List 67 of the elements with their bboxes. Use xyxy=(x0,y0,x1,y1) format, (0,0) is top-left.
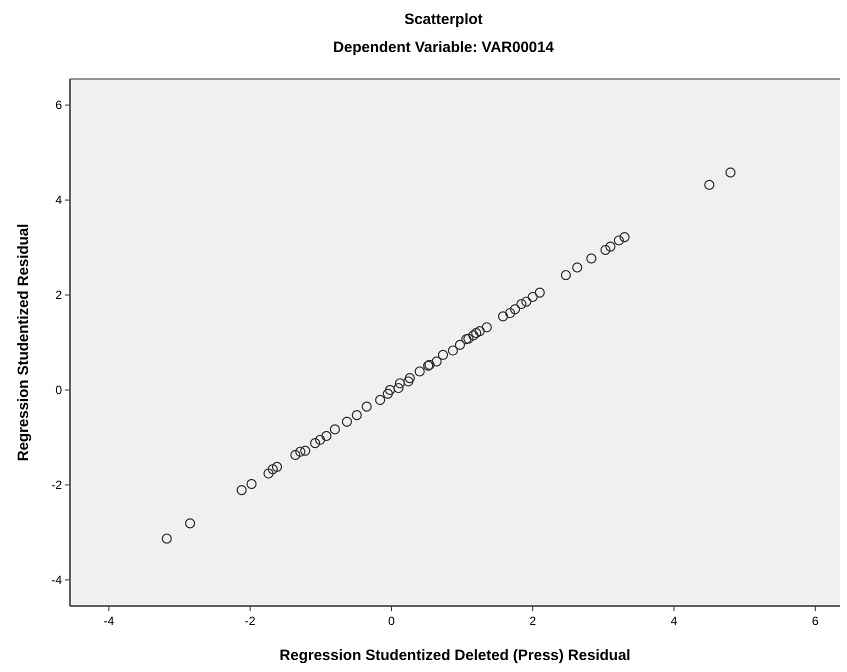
point xyxy=(468,330,478,340)
point xyxy=(614,235,624,246)
point xyxy=(461,334,472,344)
point xyxy=(586,253,596,264)
point xyxy=(382,388,393,399)
point xyxy=(403,376,414,387)
point xyxy=(290,450,300,460)
point xyxy=(162,533,172,544)
point xyxy=(393,382,404,394)
point xyxy=(414,366,425,377)
point xyxy=(560,270,572,280)
point xyxy=(321,430,332,442)
chart-subtitle: Dependent Variable: VAR00014 xyxy=(333,39,554,56)
point xyxy=(314,434,326,445)
point xyxy=(438,350,448,360)
point xyxy=(394,378,405,388)
point xyxy=(498,311,508,322)
point xyxy=(246,478,257,490)
point xyxy=(482,322,492,332)
point xyxy=(704,180,714,190)
y-tick-label: 4 xyxy=(55,193,62,208)
point xyxy=(263,468,274,479)
point xyxy=(404,373,415,384)
point xyxy=(330,424,340,434)
point xyxy=(375,394,386,406)
point xyxy=(510,304,520,314)
point xyxy=(454,340,466,350)
point xyxy=(619,232,630,242)
x-tick-label: -4 xyxy=(104,614,115,628)
point xyxy=(600,244,611,256)
point xyxy=(534,288,545,298)
y-tick-label: 0 xyxy=(55,382,62,397)
point xyxy=(474,326,485,336)
point xyxy=(268,464,278,474)
point xyxy=(521,296,532,307)
x-tick-label: 2 xyxy=(529,614,536,628)
y-tick-label: 2 xyxy=(55,288,62,302)
y-tick-label: -2 xyxy=(51,478,62,492)
point xyxy=(605,241,616,252)
point xyxy=(725,167,736,178)
point xyxy=(448,345,458,356)
x-tick-label: 6 xyxy=(812,614,819,628)
point xyxy=(272,462,282,472)
point xyxy=(310,438,320,448)
point xyxy=(295,446,306,457)
chart-title: Scatterplot xyxy=(404,11,483,28)
point xyxy=(471,328,482,338)
x-axis-title: Regression Studentized Deleted (Press) Residual xyxy=(280,647,630,664)
point xyxy=(236,485,247,496)
y-axis-title: Regression Studentized Residual xyxy=(15,224,32,462)
y-tick-label: -4 xyxy=(51,572,62,587)
point xyxy=(505,308,516,318)
point xyxy=(463,334,474,344)
point xyxy=(572,262,582,273)
point xyxy=(300,446,310,456)
point xyxy=(432,356,442,367)
point xyxy=(352,410,362,420)
point xyxy=(342,416,352,427)
point xyxy=(184,518,196,528)
point xyxy=(528,292,538,302)
x-tick-label: -2 xyxy=(244,614,256,628)
x-tick-label: 0 xyxy=(388,614,396,628)
x-tick-label: 4 xyxy=(670,614,678,628)
point xyxy=(384,384,396,396)
point xyxy=(516,298,527,310)
y-tick-label: 6 xyxy=(55,98,62,112)
point xyxy=(362,401,372,412)
